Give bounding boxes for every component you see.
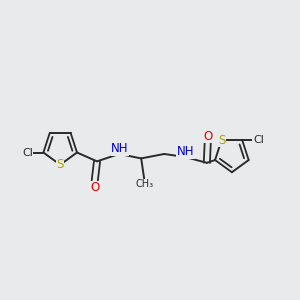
Text: Cl: Cl bbox=[253, 135, 264, 145]
Text: O: O bbox=[203, 130, 212, 143]
Text: CH₃: CH₃ bbox=[135, 179, 153, 189]
Text: NH: NH bbox=[111, 142, 129, 155]
Text: NH: NH bbox=[177, 145, 194, 158]
Text: S: S bbox=[218, 134, 225, 147]
Text: Cl: Cl bbox=[22, 148, 33, 158]
Text: S: S bbox=[56, 158, 64, 171]
Text: O: O bbox=[90, 181, 99, 194]
